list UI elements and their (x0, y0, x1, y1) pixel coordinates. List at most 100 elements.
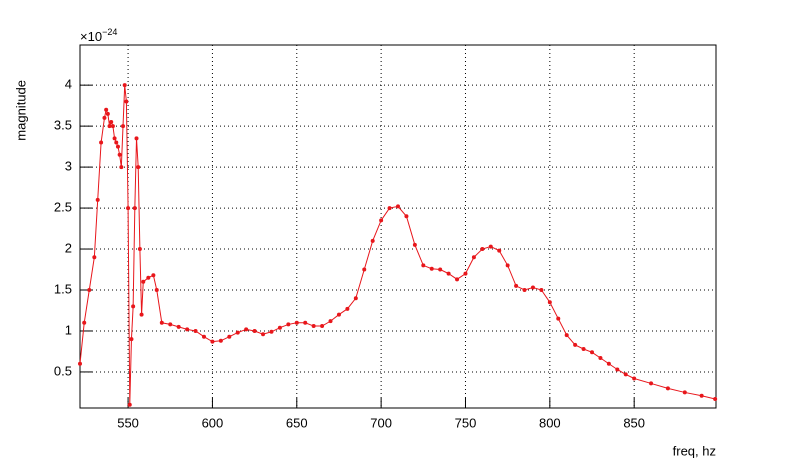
data-point (303, 320, 308, 325)
data-point (615, 367, 620, 372)
data-point (141, 279, 146, 284)
data-point (201, 334, 206, 339)
data-point (488, 244, 493, 249)
y-tick-label: 2 (65, 240, 72, 255)
data-point (112, 136, 117, 141)
data-point (530, 285, 535, 290)
data-point (159, 320, 164, 325)
data-point (82, 320, 87, 325)
data-point (514, 283, 519, 288)
data-point (665, 386, 670, 391)
plot-frame (79, 44, 717, 409)
data-point (131, 304, 136, 309)
data-point (412, 242, 417, 247)
data-point (353, 296, 358, 301)
data-point (102, 115, 107, 120)
data-point (227, 334, 232, 339)
data-point (119, 165, 124, 170)
data-point (539, 288, 544, 293)
x-tick-label: 650 (286, 415, 308, 430)
data-point (699, 393, 704, 398)
data-point (547, 300, 552, 305)
data-point (129, 337, 134, 342)
data-point (370, 238, 375, 243)
data-point (193, 328, 198, 333)
y-axis-label: magnitude (13, 80, 28, 141)
data-point (556, 316, 561, 321)
data-point (218, 338, 223, 343)
data-point (151, 273, 156, 278)
data-point (682, 390, 687, 395)
data-point (126, 206, 131, 211)
x-tick-label: 800 (539, 415, 561, 430)
data-point (137, 247, 142, 252)
x-tick-label: 750 (455, 415, 477, 430)
data-point (463, 271, 468, 276)
data-point (286, 322, 291, 327)
y-tick-label: 1.5 (54, 281, 72, 296)
data-point (564, 333, 569, 338)
data-point (210, 339, 215, 344)
data-point (387, 206, 392, 211)
y-tick-label: 3 (65, 159, 72, 174)
data-point (505, 263, 510, 268)
multiplier-exponent: −24 (102, 27, 117, 37)
data-point (497, 248, 502, 253)
data-point (632, 376, 637, 381)
data-point (115, 144, 120, 149)
data-point (379, 218, 384, 223)
data-point (623, 372, 628, 377)
data-point (121, 124, 126, 129)
data-point (78, 361, 82, 366)
data-point (320, 324, 325, 329)
data-point (649, 381, 654, 386)
multiplier-base: ×10 (80, 29, 102, 44)
data-point (95, 197, 100, 202)
data-point (713, 396, 718, 401)
x-axis-label: freq, hz (673, 443, 716, 458)
data-line (79, 85, 716, 405)
data-point (590, 350, 595, 355)
y-multiplier: ×10−24 (80, 27, 117, 44)
data-point (573, 342, 578, 347)
data-point (110, 124, 115, 129)
data-point (132, 206, 137, 211)
data-point (446, 271, 451, 276)
data-point (185, 327, 190, 332)
data-point (598, 356, 603, 361)
data-point (124, 99, 129, 104)
x-tick-label: 700 (370, 415, 392, 430)
data-point (99, 140, 104, 145)
data-point (480, 247, 485, 252)
x-tick-label: 600 (202, 415, 224, 430)
data-point (362, 267, 367, 272)
data-point (277, 325, 282, 330)
x-tick-label: 550 (117, 415, 139, 430)
data-point (107, 124, 112, 129)
data-point (117, 152, 122, 157)
data-point (396, 204, 400, 209)
data-point (176, 324, 181, 329)
data-point (269, 329, 274, 334)
data-point (122, 83, 127, 88)
data-point (146, 275, 151, 280)
data-point (311, 324, 316, 329)
data-point (168, 322, 173, 327)
data-point (154, 288, 159, 293)
data-point (261, 332, 266, 337)
data-point (252, 328, 257, 333)
data-point (127, 402, 132, 407)
data-point (438, 267, 443, 272)
data-point (87, 288, 92, 293)
data-point (455, 277, 460, 282)
y-tick-label: 2.5 (54, 200, 72, 215)
data-point (336, 312, 341, 317)
data-point (105, 111, 110, 116)
y-tick-label: 4 (65, 77, 72, 92)
y-tick-label: 3.5 (54, 118, 72, 133)
data-point (421, 263, 426, 268)
data-point (235, 330, 240, 335)
x-tick-label: 850 (623, 415, 645, 430)
data-point (92, 255, 97, 260)
data-point (429, 266, 434, 271)
